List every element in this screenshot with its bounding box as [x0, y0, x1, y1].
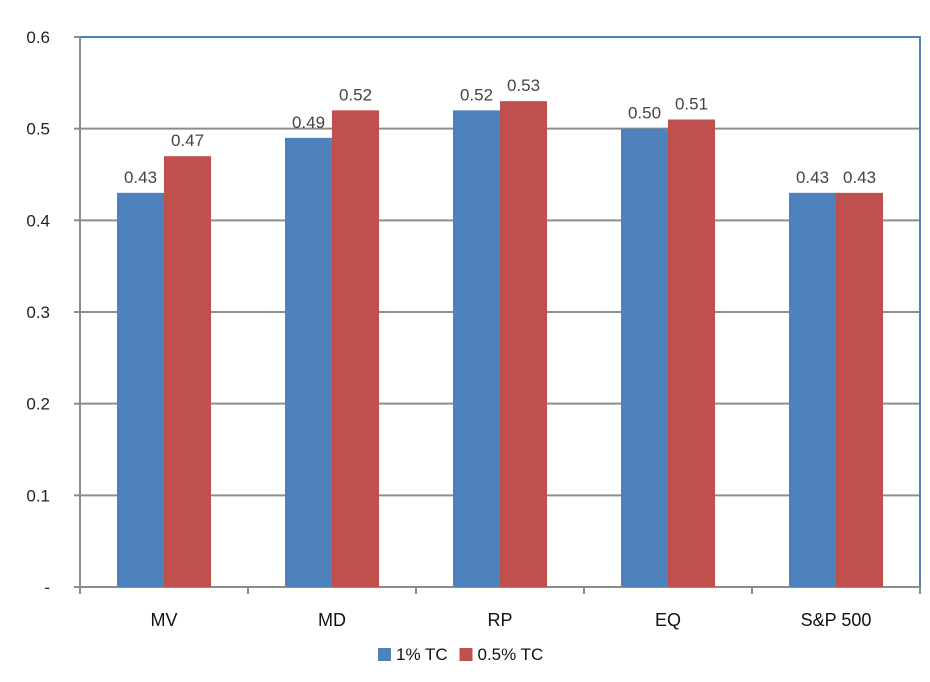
bar-1-tc[interactable] [117, 192, 164, 588]
bar-1-tc[interactable] [789, 192, 836, 588]
bar-0-5-tc[interactable] [332, 110, 379, 587]
x-category-label: MD [318, 610, 346, 630]
data-label: 0.51 [675, 95, 708, 114]
y-tick-label: 0.5 [26, 120, 50, 139]
y-tick-label: 0.6 [26, 28, 50, 47]
bar-1-tc[interactable] [621, 128, 668, 587]
data-label: 0.52 [339, 85, 372, 104]
x-category-label: RP [487, 610, 512, 630]
bar-1-tc[interactable] [285, 137, 332, 588]
y-tick-label: 0.3 [26, 303, 50, 322]
data-label: 0.52 [460, 85, 493, 104]
x-category-label: S&P 500 [801, 610, 872, 630]
data-label: 0.50 [628, 104, 661, 123]
legend-swatch [378, 648, 391, 661]
data-label: 0.43 [796, 168, 829, 187]
y-tick-label: 0.1 [26, 486, 50, 505]
legend-label: 1% TC [396, 645, 448, 664]
legend-swatch [459, 648, 473, 661]
bar-0-5-tc[interactable] [500, 101, 547, 588]
bar-1-tc[interactable] [453, 110, 500, 587]
legend-label: 0.5% TC [478, 645, 544, 664]
data-label: 0.49 [292, 113, 325, 132]
bar-0-5-tc[interactable] [164, 156, 211, 587]
data-label: 0.47 [171, 131, 204, 150]
data-label: 0.53 [507, 76, 540, 95]
data-label: 0.43 [843, 168, 876, 187]
y-tick-label: 0.2 [26, 395, 50, 414]
bar-0-5-tc[interactable] [668, 119, 715, 588]
x-category-label: MV [151, 610, 178, 630]
x-category-label: EQ [655, 610, 681, 630]
y-tick-label: - [44, 578, 50, 597]
data-label: 0.43 [124, 168, 157, 187]
bar-0-5-tc[interactable] [836, 192, 883, 588]
y-tick-label: 0.4 [26, 211, 50, 230]
